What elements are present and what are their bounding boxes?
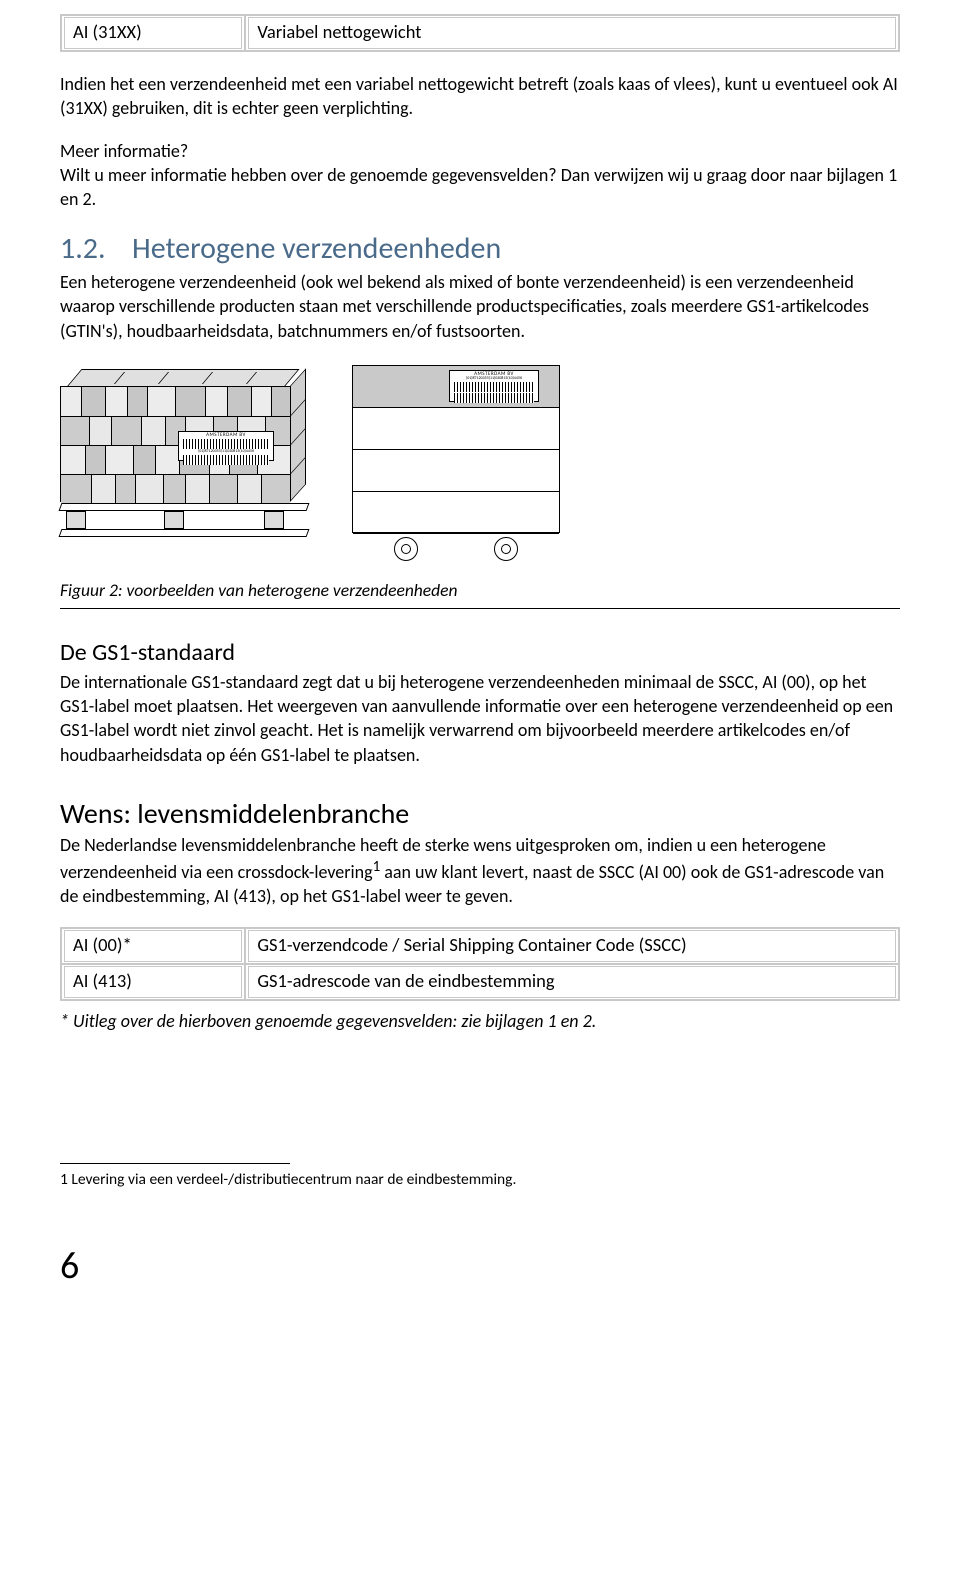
footnote: 1 Levering via een verdeel-/distributiec… — [60, 1170, 900, 1191]
paragraph: De Nederlandse levensmiddelenbranche hee… — [60, 833, 900, 909]
heading-wens: Wens: levensmiddelenbranche — [60, 795, 900, 833]
barcode-label: AMSTERDAM BV (01)87120355(11)030815(10)4… — [449, 370, 539, 402]
cell: AI (31XX) — [64, 17, 242, 49]
figure-caption: Figuur 2: voorbeelden van heterogene ver… — [60, 579, 900, 603]
barcode-label: AMSTERDAM BV (01)87120355(11)030815(10)4… — [178, 431, 274, 461]
table-ai-codes: AI (00)* GS1-verzendcode / Serial Shippi… — [60, 927, 900, 1001]
table-ai31xx: AI (31XX) Variabel nettogewicht — [60, 14, 900, 52]
moreinfo-body: Wilt u meer informatie hebben over de ge… — [60, 164, 897, 210]
cell: AI (00)* — [64, 930, 242, 962]
page-number: 6 — [60, 1241, 900, 1292]
heading-gs1-standaard: De GS1-standaard — [60, 637, 900, 669]
figure-row: AMSTERDAM BV (01)87120355(11)030815(10)4… — [60, 369, 900, 565]
paragraph: De internationale GS1-standaard zegt dat… — [60, 670, 900, 767]
divider — [60, 608, 900, 609]
paragraph: Indien het een verzendeenheid met een va… — [60, 72, 900, 121]
cell: GS1-verzendcode / Serial Shipping Contai… — [248, 930, 896, 962]
paragraph: Meer informatie? Wilt u meer informatie … — [60, 139, 900, 212]
footnote-rule — [60, 1163, 290, 1164]
table-note: * Uitleg over de hierboven genoemde gege… — [60, 1009, 900, 1033]
figure-cart: AMSTERDAM BV (01)87120355(11)030815(10)4… — [352, 365, 560, 565]
section-title: Heterogene verzendeenheden — [132, 230, 501, 267]
cell: GS1-adrescode van de eindbestemming — [248, 966, 896, 998]
section-number: 1.2. — [60, 229, 132, 270]
figure-pallet: AMSTERDAM BV (01)87120355(11)030815(10)4… — [60, 369, 306, 543]
cell: AI (413) — [64, 966, 242, 998]
paragraph: Een heterogene verzendeenheid (ook wel b… — [60, 270, 900, 343]
moreinfo-title: Meer informatie? — [60, 140, 188, 162]
section-heading: 1.2.Heterogene verzendeenheden — [60, 229, 900, 270]
cell: Variabel nettogewicht — [248, 17, 896, 49]
